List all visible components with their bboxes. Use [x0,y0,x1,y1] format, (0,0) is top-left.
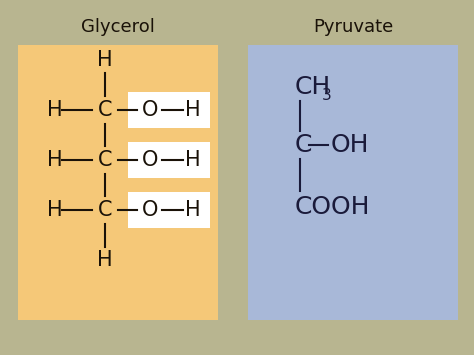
Text: COOH: COOH [295,195,371,219]
Text: C: C [98,150,112,170]
Text: H: H [185,150,201,170]
Text: OH: OH [331,133,370,157]
Text: O: O [142,200,158,220]
FancyBboxPatch shape [128,192,210,228]
Text: H: H [185,100,201,120]
Text: H: H [97,250,113,270]
Text: 3: 3 [322,87,332,103]
FancyBboxPatch shape [248,45,458,320]
FancyBboxPatch shape [128,92,210,128]
Text: C: C [295,133,312,157]
Text: H: H [47,200,63,220]
Text: Pyruvate: Pyruvate [313,18,393,36]
Text: H: H [47,100,63,120]
Text: H: H [185,200,201,220]
Text: CH: CH [295,75,331,99]
Text: C: C [98,100,112,120]
Text: Glycerol: Glycerol [81,18,155,36]
Text: O: O [142,100,158,120]
Text: H: H [47,150,63,170]
Text: C: C [98,200,112,220]
Text: O: O [142,150,158,170]
FancyBboxPatch shape [128,142,210,178]
Text: H: H [97,50,113,70]
FancyBboxPatch shape [18,45,218,320]
